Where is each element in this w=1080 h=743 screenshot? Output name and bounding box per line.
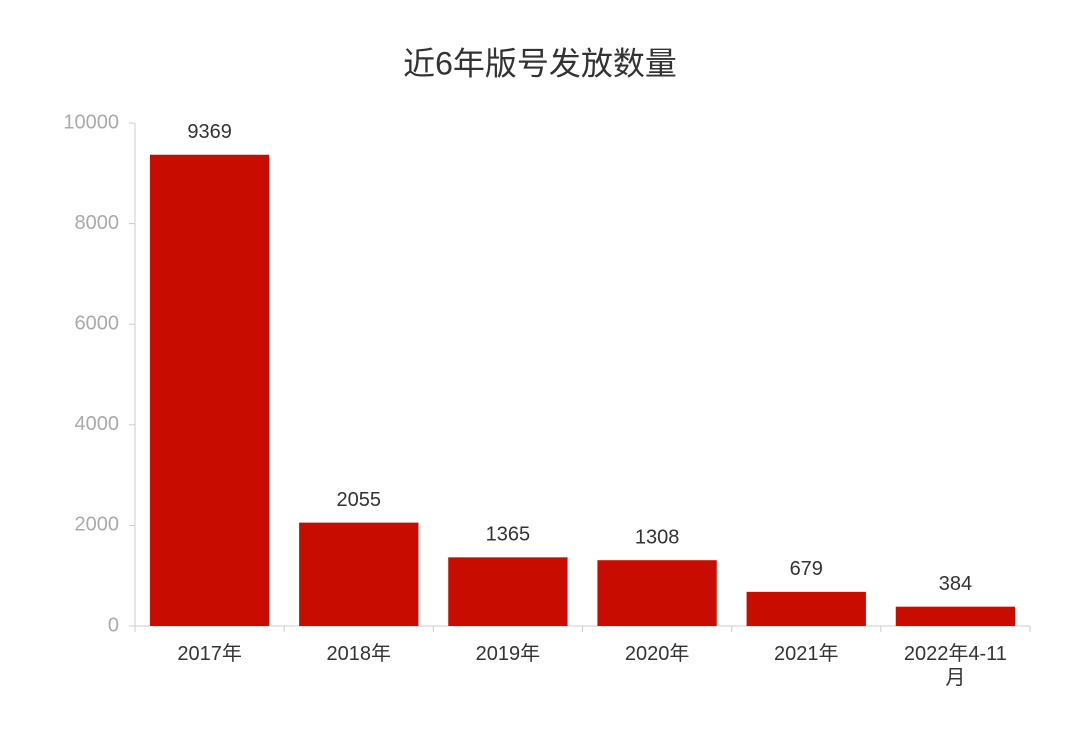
bar	[149, 154, 270, 626]
chart-title: 近6年版号发放数量	[403, 45, 677, 81]
x-tick-label-box: 2017年	[177, 643, 242, 665]
x-tick-label: 2017年	[177, 643, 242, 665]
x-tick-label-box: 2022年4-11月	[903, 643, 1007, 689]
y-tick-label: 2000	[75, 514, 120, 536]
value-label: 1365	[486, 524, 531, 546]
value-label: 679	[790, 558, 823, 580]
y-tick-label: 6000	[75, 312, 120, 334]
x-tick-label: 2020年	[624, 643, 690, 665]
y-tick-label: 0	[108, 614, 119, 636]
x-tick-label: 2021年	[774, 643, 839, 665]
x-tick-label-box: 2020年	[624, 643, 690, 665]
y-tick-label: 4000	[75, 413, 120, 435]
bar	[895, 606, 1016, 626]
x-tick-label-box: 2019年	[475, 643, 541, 665]
bar	[746, 591, 866, 626]
x-tick-label-box: 2018年	[326, 643, 392, 665]
bar	[597, 560, 717, 626]
y-tick-label: 8000	[75, 212, 120, 234]
x-tick-label: 2022年4-11月	[903, 643, 1007, 689]
bar	[448, 557, 568, 626]
x-tick-label: 2019年	[475, 643, 541, 665]
value-label: 384	[939, 573, 972, 595]
x-tick-label-box: 2021年	[774, 643, 839, 665]
value-label: 2055	[337, 489, 382, 511]
bar	[299, 522, 419, 626]
value-label: 1308	[635, 526, 680, 548]
x-tick-label: 2018年	[326, 643, 392, 665]
value-label: 9369	[187, 121, 232, 143]
y-tick-label: 10000	[63, 111, 119, 133]
